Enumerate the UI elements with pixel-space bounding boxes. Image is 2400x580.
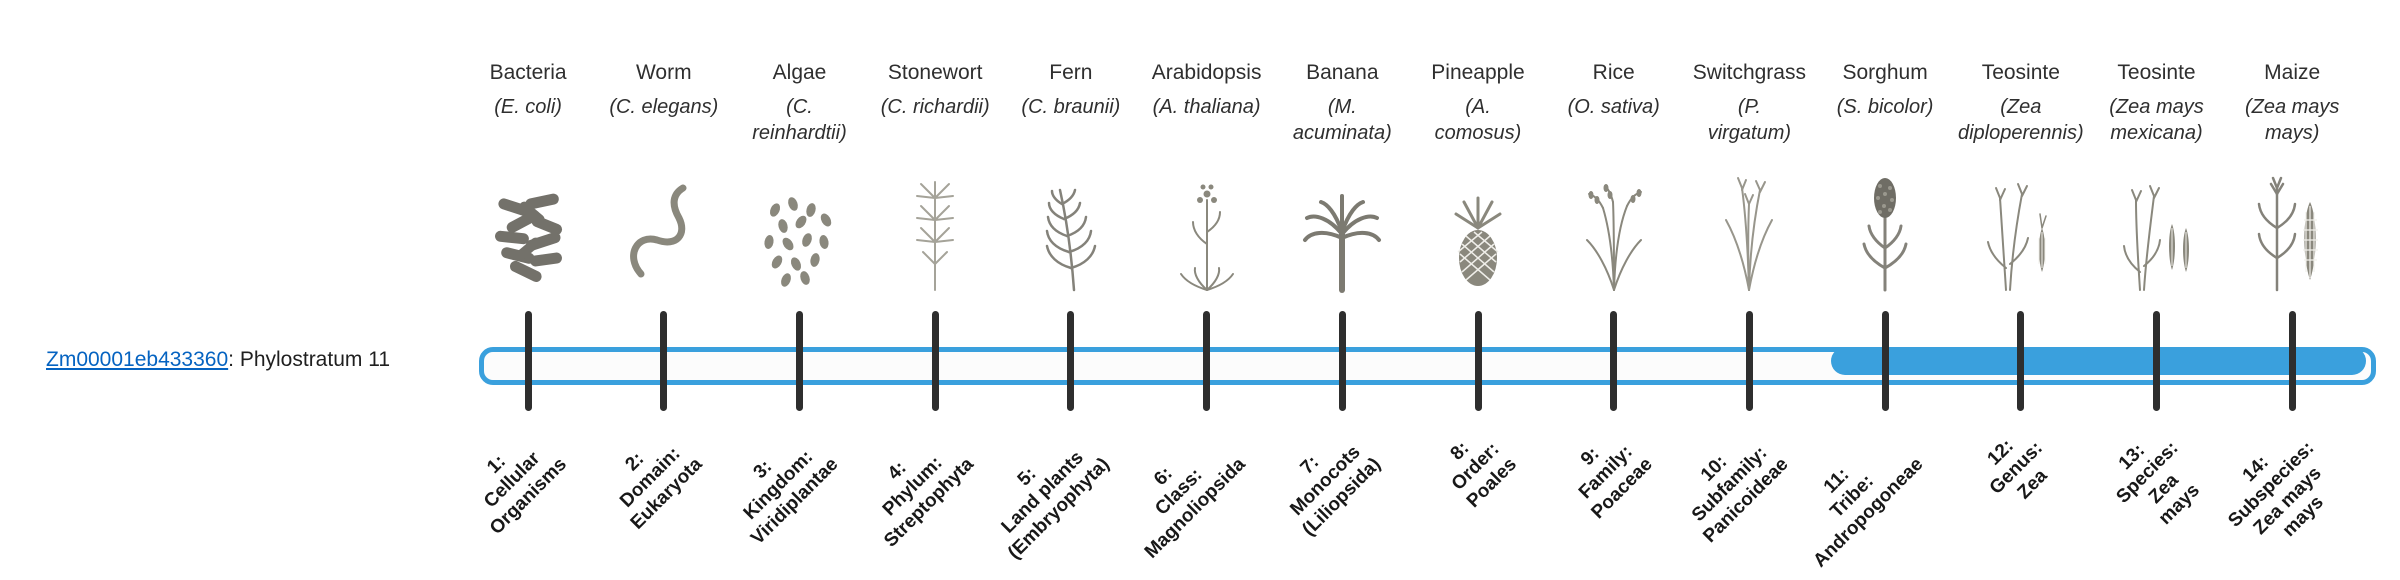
gene-label: Zm00001eb433360: Phylostratum 11 — [46, 348, 390, 372]
species-common-name: Algae — [772, 61, 827, 84]
species-scientific-name: (S. bicolor) — [1836, 96, 1934, 119]
stratum-label: 8: Order: Poales — [1446, 437, 1521, 512]
tick-mark — [1881, 311, 1889, 411]
bacteria-icon — [468, 166, 588, 296]
species-scientific-name: (C. richardii) — [880, 96, 990, 119]
pineapple-icon — [1418, 166, 1538, 296]
species-common-name: Rice — [1592, 61, 1635, 84]
species-common-name: Sorghum — [1842, 61, 1928, 84]
species-column: Sorghum (S. bicolor) — [1805, 60, 1965, 292]
species-scientific-name: (C. reinhardtii) — [752, 96, 847, 145]
species-scientific-name: (A. comosus) — [1434, 96, 1522, 145]
species-column: Arabidopsis (A. thaliana) — [1127, 60, 1287, 291]
tick-mark — [1474, 311, 1482, 411]
species-column: Fern (C. braunii) — [991, 60, 1151, 292]
tick-mark — [1745, 311, 1753, 411]
tick-mark — [2017, 311, 2025, 411]
stratum-label: 13: Species: Zea mays — [2113, 437, 2205, 530]
sorghum-icon — [1825, 166, 1945, 296]
tick-mark — [931, 311, 939, 411]
species-column: Maize (Zea mays mays) — [2212, 60, 2372, 292]
species-common-name: Fern — [1049, 61, 1093, 84]
species-scientific-name: (C. elegans) — [609, 96, 719, 119]
tick-mark — [1338, 311, 1346, 411]
tick-mark — [1203, 311, 1211, 411]
species-column: Stonewort (C. richardii) — [855, 60, 1015, 291]
tick-mark — [2153, 311, 2160, 411]
species-column: Teosinte (Zea mays mexicana) — [2077, 60, 2237, 291]
species-scientific-name: (A. thaliana) — [1152, 96, 1261, 119]
stratum-label: 11: Tribe: Andropogoneae — [1809, 453, 1928, 572]
arabidopsis-icon — [1147, 166, 1267, 296]
rice-icon — [1554, 166, 1674, 296]
gene-phylostratum-text: : Phylostratum 11 — [228, 348, 391, 371]
maize-icon — [2232, 166, 2352, 296]
tick-mark — [524, 311, 532, 411]
species-column: Algae (C. reinhardtii) — [720, 60, 880, 287]
gene-link[interactable]: Zm00001eb433360 — [46, 348, 229, 371]
phylostratum-bar-fill — [1831, 347, 2366, 375]
species-common-name: Maize — [2264, 61, 2321, 84]
switchgrass-icon — [1689, 166, 1809, 296]
stratum-label: 2: Domain: Eukaryota — [616, 443, 707, 534]
species-column: Worm (C. elegans) — [584, 60, 744, 278]
fern-icon — [1011, 166, 1131, 296]
tick-mark — [1067, 311, 1075, 411]
tick-mark — [2288, 311, 2296, 411]
species-common-name: Arabidopsis — [1151, 61, 1262, 84]
banana-icon — [1282, 166, 1402, 296]
species-common-name: Worm — [635, 61, 692, 84]
species-scientific-name: (E. coli) — [494, 96, 562, 119]
species-scientific-name: (M. acuminata) — [1292, 96, 1392, 145]
stratum-label: 14: Subspecies: Zea mays mays — [2224, 437, 2329, 542]
stratum-label: 4: Phylum: Streptophyta — [879, 452, 978, 552]
stonewort-icon — [875, 166, 995, 296]
species-scientific-name: (Zea mays mexicana) — [2109, 96, 2204, 145]
stratum-label: 9: Family: Poaceae — [1574, 441, 1657, 524]
teosinte-diploperennis-icon — [1961, 166, 2081, 296]
species-scientific-name: (O. sativa) — [1567, 96, 1660, 119]
stratum-label: 1: Cellular Organisms — [480, 448, 571, 539]
species-common-name: Teosinte — [2117, 61, 2196, 84]
tick-mark — [660, 311, 668, 411]
species-scientific-name: (Zea mays mays) — [2244, 96, 2340, 145]
stratum-label: 12: Genus: Zea — [1983, 435, 2052, 504]
species-scientific-name: (C. braunii) — [1021, 96, 1121, 119]
species-common-name: Teosinte — [1981, 61, 2060, 84]
stratum-label: 3: Kingdom: Viridiplantae — [739, 446, 843, 549]
tick-mark — [796, 311, 803, 411]
species-common-name: Switchgrass — [1692, 61, 1806, 84]
species-common-name: Banana — [1306, 61, 1379, 84]
species-common-name: Stonewort — [887, 61, 983, 84]
species-common-name: Bacteria — [489, 61, 567, 84]
species-common-name: Pineapple — [1431, 61, 1525, 84]
species-column: Switchgrass (P. virgatum) — [1669, 60, 1829, 291]
stratum-label: 7: Monocots (Liliopsida) — [1286, 441, 1385, 541]
tick-mark — [1610, 311, 1618, 411]
stratum-label: 10: Subfamily: Panicoideae — [1687, 442, 1792, 547]
worm-icon — [604, 166, 724, 296]
teosinte-mexicana-icon — [2097, 166, 2217, 296]
species-scientific-name: (Zea diploperennis) — [1957, 96, 2084, 145]
algae-icon — [740, 166, 860, 296]
species-scientific-name: (P. virgatum) — [1707, 96, 1792, 145]
species-column: Pineapple (A. comosus) — [1398, 60, 1558, 286]
species-column: Bacteria (E. coli) — [448, 60, 608, 282]
species-column: Banana (M. acuminata) — [1262, 60, 1422, 293]
species-column: Rice (O. sativa) — [1534, 60, 1694, 291]
species-column: Teosinte (Zea diploperennis) — [1941, 60, 2101, 291]
stratum-label: 6: Class: Magnoliopsida — [1140, 453, 1250, 563]
stratum-label: 5: Land plants (Embryophyta) — [997, 447, 1114, 564]
